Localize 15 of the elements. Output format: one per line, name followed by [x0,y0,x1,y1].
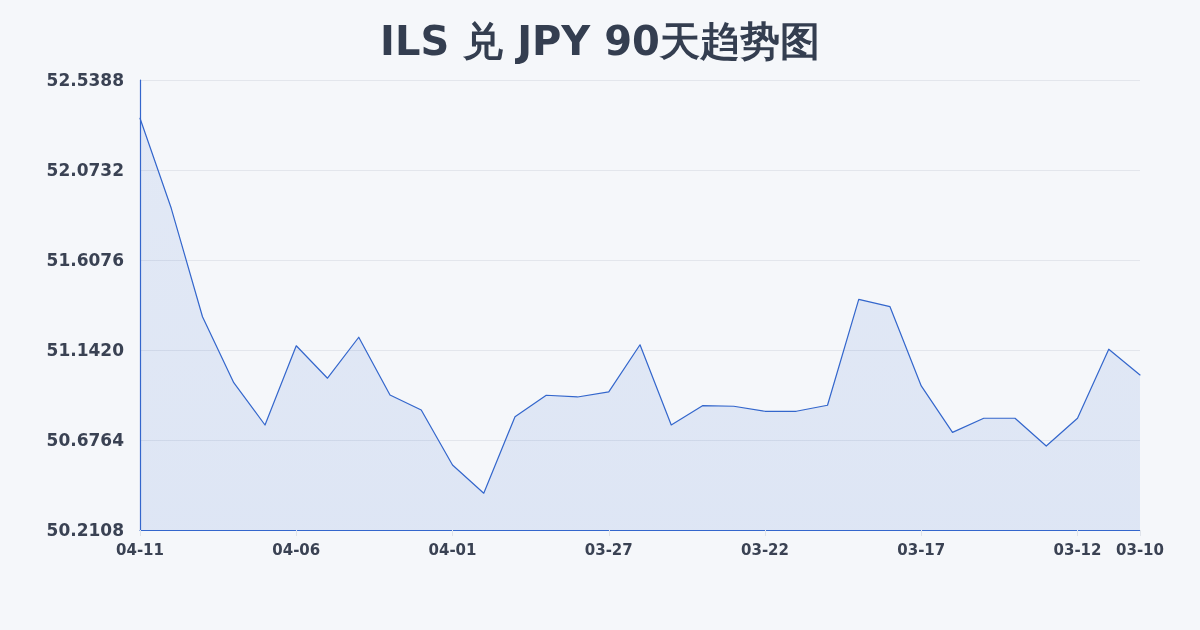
y-tick-label: 52.0732 [46,160,124,180]
y-tick-label: 50.6764 [46,430,125,450]
chart-title: ILS 兑 JPY 90天趋势图 [380,18,820,64]
x-tick-label: 04-11 [116,540,164,559]
x-tick-label: 03-17 [897,540,946,559]
x-tick-label: 03-10 [1116,540,1164,559]
y-tick-label: 51.1420 [46,340,125,360]
x-tick-label: 03-27 [584,540,633,559]
x-tick-label: 03-22 [741,540,789,559]
y-tick-label: 52.5388 [46,70,124,90]
x-tick-label: 04-01 [428,540,477,559]
y-tick-label: 50.2108 [46,520,124,540]
x-tick-label: 03-12 [1053,540,1102,559]
y-tick-label: 51.6076 [46,250,124,270]
x-tick-label: 04-06 [272,540,321,559]
